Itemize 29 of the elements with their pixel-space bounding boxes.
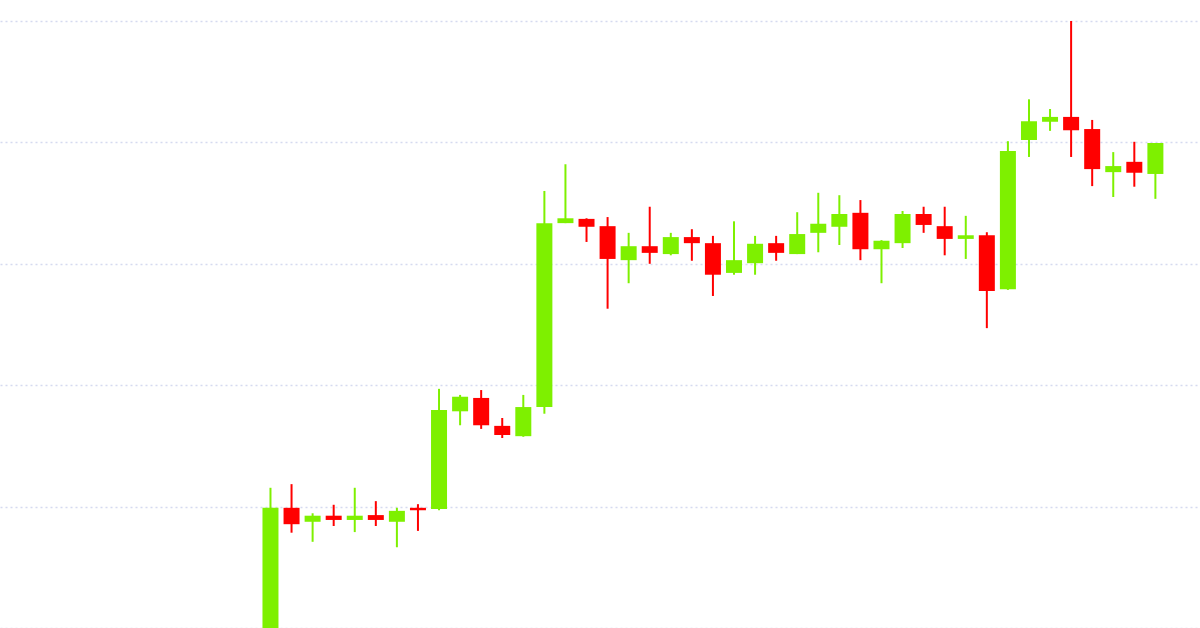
- candlestick: [873, 239, 890, 285]
- candlestick: [1042, 108, 1059, 132]
- candlestick: [388, 506, 405, 549]
- candlestick: [325, 503, 342, 528]
- candlestick: [747, 234, 764, 276]
- candlestick: [1126, 140, 1143, 188]
- candlestick: [304, 512, 321, 543]
- candlestick: [620, 231, 637, 285]
- candlestick: [831, 194, 848, 246]
- candlestick: [726, 220, 742, 276]
- candlestick: [1105, 151, 1122, 199]
- candlestick: [367, 500, 384, 528]
- candlestick: [283, 483, 300, 534]
- candlestick: [494, 416, 511, 440]
- candlestick: [578, 217, 595, 243]
- candlestick: [683, 228, 700, 262]
- candlestick: [810, 191, 827, 254]
- candlestick: [662, 231, 679, 257]
- candlestick: [557, 163, 574, 225]
- candlestick: [789, 211, 806, 256]
- candlestick: [641, 205, 658, 265]
- candlestick: [346, 486, 363, 534]
- candlestick: [1063, 20, 1080, 158]
- candlestick: [452, 393, 469, 427]
- candlestick: [936, 205, 953, 257]
- candlestick: [768, 234, 785, 262]
- candlestick: [957, 214, 974, 260]
- candlestick: [915, 205, 932, 234]
- candlestick: [1020, 98, 1037, 158]
